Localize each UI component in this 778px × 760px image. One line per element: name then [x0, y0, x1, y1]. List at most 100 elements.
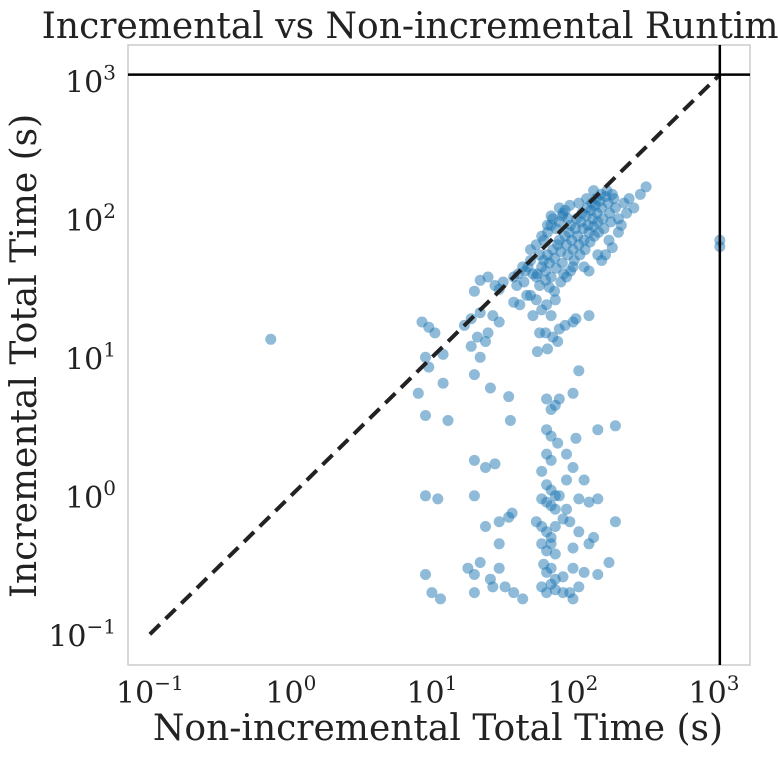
data-point [474, 351, 486, 363]
y-tick-label: 100 [65, 476, 116, 516]
data-point [561, 503, 572, 515]
x-tick-label: 10−1 [116, 671, 184, 711]
data-point [603, 557, 615, 568]
data-point [521, 289, 533, 301]
data-point [465, 340, 477, 352]
data-point [530, 294, 542, 306]
data-point [468, 454, 480, 466]
data-point [567, 562, 579, 574]
data-point [482, 271, 494, 283]
data-point [561, 448, 572, 460]
data-point [514, 299, 526, 311]
data-point [432, 493, 444, 505]
data-point [545, 310, 557, 322]
data-point [553, 490, 565, 502]
data-point [499, 581, 511, 593]
data-point [570, 432, 582, 444]
data-point [583, 265, 595, 277]
data-point [420, 351, 431, 363]
data-point [564, 516, 576, 528]
y-axis-label: Incremental Total Time (s) [4, 114, 45, 598]
data-point [573, 526, 585, 538]
data-point [592, 569, 604, 580]
data-point [265, 333, 277, 345]
data-point [531, 346, 543, 358]
data-point [508, 587, 520, 599]
data-point [561, 474, 572, 486]
data-point [545, 430, 557, 442]
data-point [468, 587, 480, 599]
data-point [482, 327, 494, 339]
x-tick-label: 101 [406, 671, 457, 711]
y-tick-label: 102 [65, 199, 116, 239]
plot-frame [127, 44, 751, 666]
data-point [628, 202, 640, 214]
x-tick-label: 102 [547, 671, 598, 711]
data-point [420, 410, 431, 421]
data-point [474, 557, 486, 568]
data-point [583, 496, 595, 508]
data-point [536, 230, 548, 242]
data-point [536, 465, 548, 477]
data-point [506, 507, 518, 519]
data-point [549, 285, 560, 297]
data-point [541, 587, 553, 599]
data-point [634, 188, 646, 200]
data-point [583, 538, 595, 550]
data-point [497, 276, 509, 288]
data-point [435, 593, 446, 605]
data-point [549, 521, 561, 532]
data-point [511, 280, 523, 291]
data-point [412, 387, 424, 399]
data-point [564, 199, 576, 211]
data-point [567, 542, 579, 554]
data-point [573, 581, 585, 593]
data-point [480, 521, 491, 532]
y-tick-label: 10−1 [48, 614, 116, 654]
data-point [468, 285, 480, 297]
data-point [420, 569, 431, 580]
data-point [549, 548, 561, 560]
data-point [640, 181, 652, 193]
data-point [567, 593, 579, 605]
data-point [578, 474, 590, 486]
chart-title: Incremental vs Non-incremental Runtimes [42, 6, 778, 47]
data-point [531, 268, 543, 280]
data-point [608, 193, 620, 205]
data-point [552, 437, 564, 449]
data-point [567, 387, 579, 399]
data-point [549, 503, 561, 515]
data-point [480, 462, 491, 473]
data-point [609, 202, 621, 214]
data-point [556, 257, 568, 269]
data-point [598, 223, 610, 235]
data-point [592, 493, 604, 505]
data-point [468, 569, 480, 580]
data-point [426, 587, 438, 599]
data-point [623, 193, 635, 205]
data-point [493, 562, 505, 574]
data-point [583, 310, 595, 322]
data-point [573, 493, 585, 505]
data-point [541, 393, 553, 405]
data-point [545, 562, 557, 574]
data-point [557, 207, 569, 219]
data-point [437, 377, 449, 389]
data-point [570, 313, 582, 325]
data-point [578, 566, 590, 578]
data-point [612, 226, 624, 238]
data-point [573, 365, 585, 377]
data-point [503, 391, 515, 403]
data-point [429, 327, 441, 339]
data-point [468, 369, 480, 381]
data-point [545, 538, 557, 550]
data-point [442, 415, 454, 426]
data-point [592, 249, 604, 261]
data-point [527, 310, 539, 322]
data-point [493, 538, 505, 550]
data-point [567, 462, 579, 473]
data-point [542, 343, 553, 355]
data-point [504, 415, 516, 426]
data-point [557, 571, 569, 583]
